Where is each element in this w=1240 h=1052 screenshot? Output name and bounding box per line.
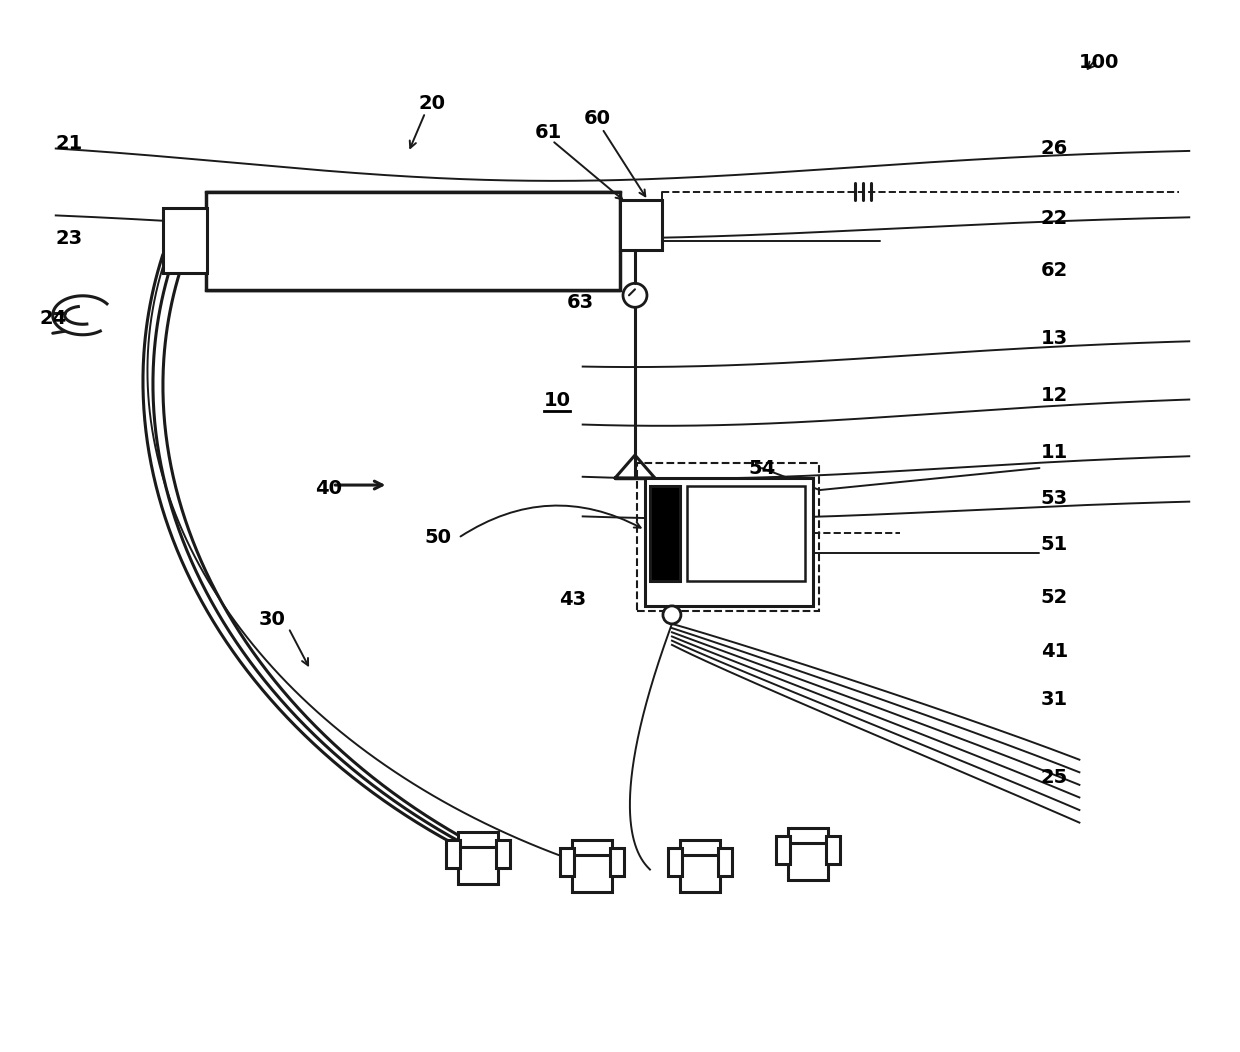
Bar — [572, 839, 613, 891]
Text: 50: 50 — [425, 528, 451, 547]
Bar — [459, 831, 498, 884]
Bar — [206, 193, 620, 290]
Text: 22: 22 — [1040, 209, 1068, 228]
Text: 20: 20 — [419, 94, 445, 113]
Text: 52: 52 — [1040, 588, 1068, 607]
Bar — [446, 839, 460, 868]
Text: 51: 51 — [1040, 535, 1068, 554]
Text: 62: 62 — [1040, 261, 1068, 280]
Text: 30: 30 — [259, 610, 286, 629]
Bar — [650, 486, 680, 581]
Text: 40: 40 — [315, 479, 342, 498]
Text: 61: 61 — [534, 123, 562, 142]
Bar — [645, 478, 812, 606]
Bar — [162, 208, 207, 274]
Text: 54: 54 — [748, 459, 775, 478]
Circle shape — [663, 606, 681, 624]
Text: 23: 23 — [55, 229, 82, 248]
Text: 12: 12 — [1040, 386, 1068, 405]
Text: 10: 10 — [543, 390, 570, 409]
Text: 13: 13 — [1040, 328, 1068, 348]
Bar — [620, 201, 662, 250]
Bar — [496, 839, 510, 868]
Text: 53: 53 — [1040, 488, 1068, 507]
Bar — [776, 835, 790, 864]
Bar — [637, 463, 818, 611]
Text: 41: 41 — [1040, 643, 1068, 662]
Circle shape — [622, 283, 647, 307]
Text: 63: 63 — [567, 292, 594, 311]
Text: 21: 21 — [55, 134, 82, 153]
Text: 100: 100 — [1079, 53, 1120, 73]
Text: 24: 24 — [40, 309, 67, 328]
Text: 43: 43 — [559, 590, 587, 609]
Bar — [668, 848, 682, 875]
Bar — [610, 848, 624, 875]
Bar — [680, 839, 720, 891]
Bar — [560, 848, 574, 875]
Bar — [787, 828, 828, 879]
Text: 60: 60 — [584, 109, 610, 128]
Bar — [826, 835, 839, 864]
Bar — [687, 486, 805, 581]
Text: 26: 26 — [1040, 139, 1068, 158]
Text: 25: 25 — [1040, 768, 1068, 787]
Text: 11: 11 — [1040, 443, 1068, 462]
Bar — [718, 848, 732, 875]
Text: 31: 31 — [1040, 690, 1068, 709]
